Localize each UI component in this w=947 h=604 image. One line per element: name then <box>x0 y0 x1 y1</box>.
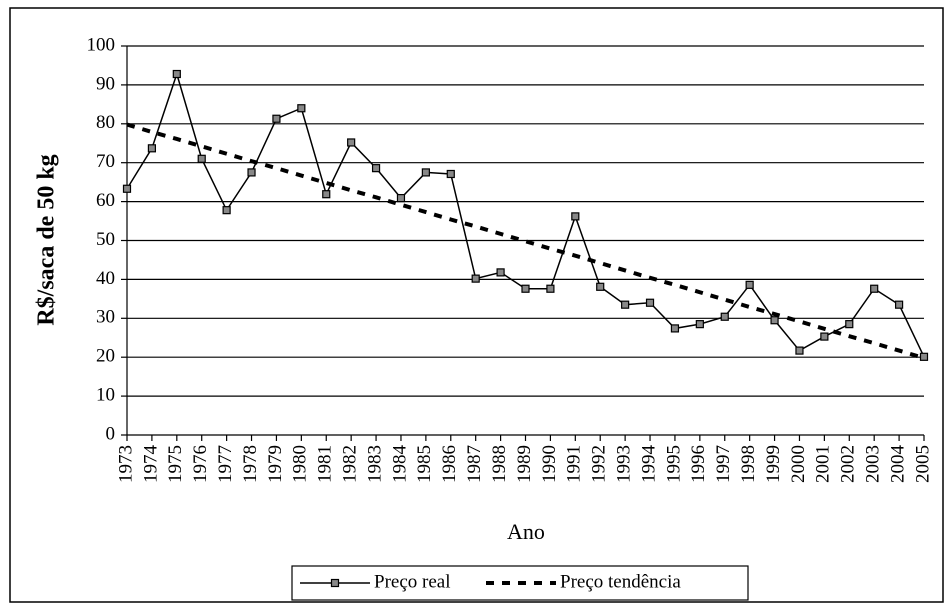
x-tick-label: 1985 <box>414 445 435 483</box>
marker <box>645 298 655 307</box>
x-tick-label: 1976 <box>190 445 211 483</box>
chart-frame <box>9 7 944 603</box>
marker <box>471 274 480 283</box>
x-tick-label: 1996 <box>688 445 709 483</box>
x-axis-label: Ano <box>507 519 545 544</box>
series-line <box>126 122 925 360</box>
x-tick-label: 1992 <box>589 445 610 483</box>
marker <box>197 154 206 163</box>
marker <box>496 268 505 277</box>
marker <box>247 168 256 177</box>
x-tick-label: 1997 <box>713 445 734 483</box>
x-tick-label: 1979 <box>265 445 286 483</box>
x-tick-label: 1977 <box>215 445 236 483</box>
x-tick-label: 1980 <box>290 445 311 483</box>
legend-label: Preço tendência <box>560 571 681 592</box>
marker <box>745 280 754 289</box>
marker <box>621 300 630 309</box>
x-tick-label: 2004 <box>887 445 908 484</box>
marker <box>297 104 306 113</box>
x-tick-label: 1998 <box>738 445 759 483</box>
legend-label: Preço real <box>374 571 450 592</box>
y-tick-label: 80 <box>96 112 115 133</box>
y-tick-label: 20 <box>96 346 115 367</box>
x-tick-label: 1986 <box>439 445 460 483</box>
marker <box>322 190 331 199</box>
y-tick-label: 0 <box>106 423 116 444</box>
marker <box>396 193 406 203</box>
x-tick-label: 1987 <box>464 445 485 483</box>
x-tick-label: 1973 <box>115 445 136 483</box>
x-tick-label: 1975 <box>165 445 186 483</box>
marker <box>894 300 904 309</box>
y-axis-label: R$/saca de 50 kg <box>34 154 60 325</box>
y-tick-label: 50 <box>96 229 115 250</box>
y-tick-label: 90 <box>96 73 115 94</box>
x-tick-label: 1999 <box>763 445 784 483</box>
x-tick-label: 1994 <box>638 445 659 484</box>
marker <box>670 324 680 333</box>
marker <box>919 352 929 361</box>
marker <box>720 312 729 321</box>
y-tick-label: 60 <box>96 190 115 211</box>
x-tick-label: 1974 <box>140 445 161 484</box>
marker <box>770 316 779 325</box>
marker <box>820 332 829 341</box>
marker <box>546 284 555 293</box>
x-tick-label: 1991 <box>564 445 585 483</box>
x-tick-label: 1995 <box>663 445 684 483</box>
x-tick-label: 1989 <box>514 445 535 483</box>
y-tick-label: 100 <box>87 34 116 55</box>
x-tick-label: 2003 <box>863 445 884 483</box>
marker <box>122 184 132 193</box>
y-tick-label: 40 <box>96 268 115 289</box>
x-tick-label: 2005 <box>912 445 933 483</box>
x-tick-label: 1990 <box>539 445 560 483</box>
x-tick-label: 1978 <box>240 445 261 483</box>
y-tick-label: 70 <box>96 151 115 172</box>
marker <box>172 69 181 79</box>
x-tick-label: 2002 <box>838 445 859 483</box>
y-tick-label: 10 <box>96 384 115 405</box>
marker <box>347 138 356 147</box>
marker <box>147 144 157 153</box>
marker <box>222 206 231 215</box>
x-tick-label: 2000 <box>788 445 809 483</box>
marker <box>596 282 605 291</box>
x-tick-label: 1983 <box>364 445 385 483</box>
marker <box>870 284 879 293</box>
marker <box>521 284 530 293</box>
x-tick-label: 1988 <box>489 445 510 483</box>
x-tick-label: 1982 <box>340 445 361 483</box>
x-tick-label: 1993 <box>613 445 634 483</box>
y-tick-label: 30 <box>96 307 115 328</box>
marker <box>446 169 455 179</box>
marker <box>795 346 804 355</box>
marker <box>845 320 854 329</box>
marker <box>421 168 430 177</box>
legend-marker <box>330 578 340 588</box>
marker <box>571 212 580 221</box>
x-tick-label: 2001 <box>813 445 834 483</box>
marker <box>272 114 281 123</box>
marker <box>695 320 704 329</box>
marker <box>371 164 381 173</box>
x-tick-label: 1984 <box>389 445 410 484</box>
x-tick-label: 1981 <box>315 445 336 483</box>
